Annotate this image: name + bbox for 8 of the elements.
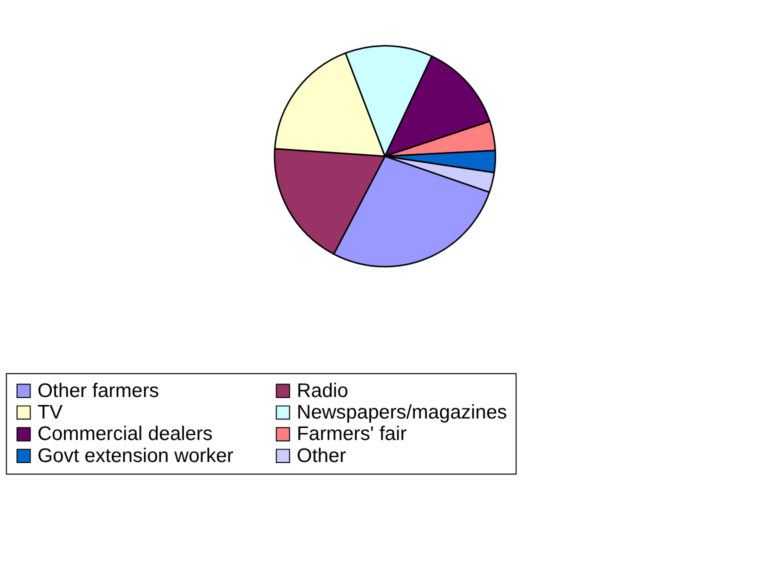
legend-label: Other xyxy=(296,444,346,467)
legend-label: Newspapers/magazines xyxy=(296,401,508,424)
legend-label: Other farmers xyxy=(37,380,160,402)
legend-label: Commercial dealers xyxy=(37,423,213,446)
legend-label: TV xyxy=(37,401,64,424)
legend-label: Farmers' fair xyxy=(296,423,408,446)
legend-label: Govt extension worker xyxy=(37,444,234,467)
legend-label: Radio xyxy=(296,380,348,402)
